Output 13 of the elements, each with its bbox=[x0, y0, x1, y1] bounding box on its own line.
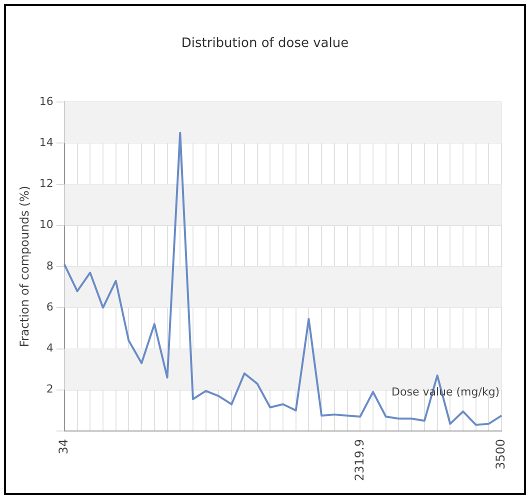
y-tick-label: 4 bbox=[46, 342, 54, 355]
y-tick-label: 10 bbox=[39, 218, 54, 232]
y-tick-label: 16 bbox=[39, 94, 54, 108]
y-axis-title: Fraction of compounds (%) bbox=[17, 186, 32, 348]
x-tick-label: 34 bbox=[56, 439, 71, 454]
y-tick-label: 14 bbox=[39, 136, 54, 149]
y-tick-label: 12 bbox=[39, 177, 54, 190]
y-tick-label: 2 bbox=[46, 382, 54, 396]
chart-title: Distribution of dose value bbox=[180, 36, 350, 51]
x-tick-label: 2319.9 bbox=[352, 439, 366, 482]
x-tick-label: 3500 bbox=[494, 439, 508, 470]
y-tick-label: 6 bbox=[46, 300, 54, 314]
y-tick-label: 8 bbox=[46, 259, 54, 272]
